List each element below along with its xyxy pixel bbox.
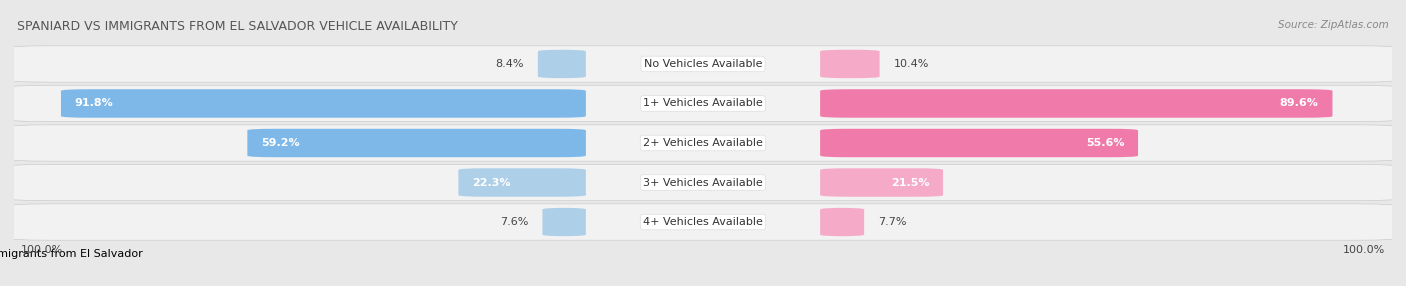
Text: 21.5%: 21.5% [891,178,929,188]
FancyBboxPatch shape [543,208,586,236]
FancyBboxPatch shape [820,129,1137,157]
Text: 2+ Vehicles Available: 2+ Vehicles Available [643,138,763,148]
Text: 59.2%: 59.2% [262,138,299,148]
Text: 3+ Vehicles Available: 3+ Vehicles Available [643,178,763,188]
Text: 10.4%: 10.4% [893,59,929,69]
Text: SPANIARD VS IMMIGRANTS FROM EL SALVADOR VEHICLE AVAILABILITY: SPANIARD VS IMMIGRANTS FROM EL SALVADOR … [17,20,458,33]
Text: 7.6%: 7.6% [501,217,529,227]
Legend: Spaniard, Immigrants from El Salvador: Spaniard, Immigrants from El Salvador [0,245,148,263]
FancyBboxPatch shape [247,129,586,157]
FancyBboxPatch shape [60,89,586,118]
FancyBboxPatch shape [458,168,586,197]
Text: 91.8%: 91.8% [75,98,114,108]
FancyBboxPatch shape [7,164,1399,201]
Text: No Vehicles Available: No Vehicles Available [644,59,762,69]
FancyBboxPatch shape [7,85,1399,122]
FancyBboxPatch shape [7,204,1399,240]
Text: 89.6%: 89.6% [1279,98,1319,108]
FancyBboxPatch shape [538,50,586,78]
Text: Source: ZipAtlas.com: Source: ZipAtlas.com [1278,20,1389,30]
Text: 8.4%: 8.4% [495,59,524,69]
FancyBboxPatch shape [820,168,943,197]
FancyBboxPatch shape [7,125,1399,161]
FancyBboxPatch shape [7,46,1399,82]
FancyBboxPatch shape [820,89,1333,118]
Text: 100.0%: 100.0% [1343,245,1385,255]
Text: 4+ Vehicles Available: 4+ Vehicles Available [643,217,763,227]
Text: 1+ Vehicles Available: 1+ Vehicles Available [643,98,763,108]
Text: 7.7%: 7.7% [877,217,907,227]
Text: 55.6%: 55.6% [1085,138,1125,148]
Text: 22.3%: 22.3% [472,178,510,188]
Text: 100.0%: 100.0% [21,245,63,255]
FancyBboxPatch shape [820,208,865,236]
FancyBboxPatch shape [820,50,880,78]
